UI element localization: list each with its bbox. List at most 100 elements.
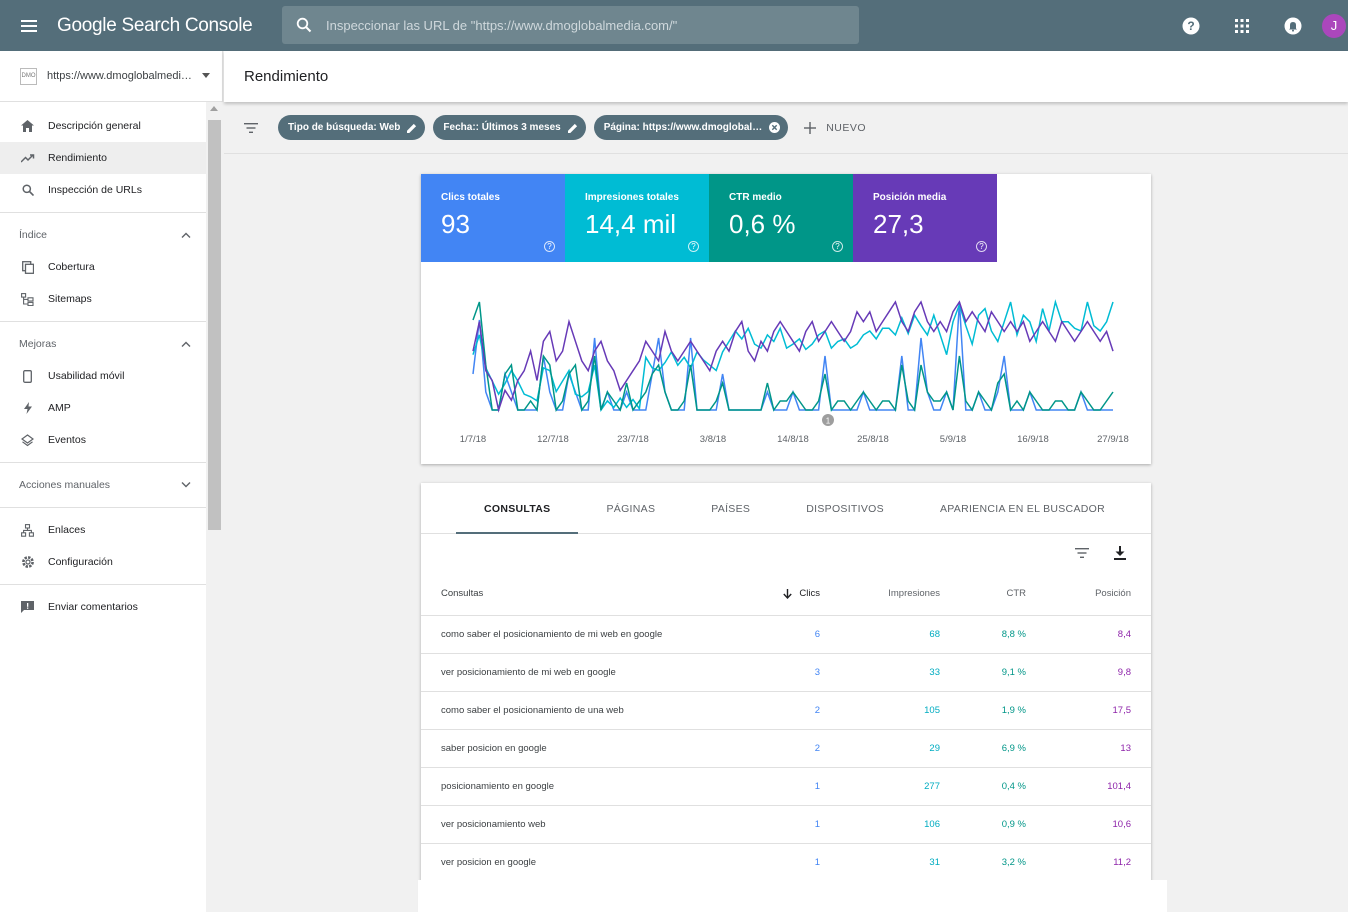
tab-pages[interactable]: PÁGINAS [606,502,656,515]
queries-table-card: CONSULTAS PÁGINAS PAÍSES DISPOSITIVOS AP… [421,483,1151,912]
section-manual-actions-toggle[interactable]: Acciones manuales [0,469,206,501]
section-label: Mejoras [19,338,57,350]
tab-devices[interactable]: DISPOSITIVOS [806,502,884,515]
sidebar-item-overview[interactable]: Descripción general [0,110,206,142]
clicks-cell: 2 [814,705,820,716]
filter-icon[interactable] [244,122,258,133]
download-icon [1114,546,1126,560]
sidebar-item-coverage[interactable]: Cobertura [0,251,206,283]
tab-countries[interactable]: PAÍSES [711,502,751,515]
sidebar-item-links[interactable]: Enlaces [0,514,206,546]
ctr-cell: 3,2 % [1001,857,1026,868]
sidebar-scrollbar[interactable] [206,102,223,912]
url-inspect-search[interactable] [282,6,859,44]
sidebar-item-sitemaps[interactable]: Sitemaps [0,283,206,315]
chart-annotation-marker[interactable]: 1 [822,414,834,426]
clicks-cell: 6 [814,629,820,640]
x-tick-label: 27/9/18 [1097,434,1129,445]
app-logo[interactable]: Google Search Console [57,14,253,36]
section-improvements-toggle[interactable]: Mejoras [0,328,206,360]
table-filter-button[interactable] [1069,540,1095,566]
query-cell: como saber el posicionamiento de una web [441,705,624,716]
sidebar-item-feedback[interactable]: Enviar comentarios [0,591,206,623]
impressions-cell: 29 [929,743,940,754]
apps-grid-icon [1235,18,1249,33]
new-filter-button[interactable]: NUEVO [804,121,866,134]
tab-search-appearance[interactable]: APARIENCIA EN EL BUSCADOR [939,502,1105,515]
section-index-toggle[interactable]: Índice [0,219,206,251]
filter-chip-date[interactable]: Fecha:: Últimos 3 meses [433,115,586,140]
position-cell: 9,8 [1117,667,1131,678]
url-inspect-input[interactable] [326,17,846,33]
help-button[interactable]: ? [1174,9,1208,43]
property-selector[interactable]: DMO https://www.dmoglobalmedi… [0,51,222,102]
table-row[interactable]: saber posicion en google 2 29 6,9 % 13 [421,730,1151,768]
column-header-ctr[interactable]: CTR [1006,588,1026,599]
metric-total-impressions[interactable]: Impresiones totales 14,4 mil ? [565,174,709,262]
metric-avg-ctr[interactable]: CTR medio 0,6 % ? [709,174,853,262]
table-row[interactable]: ver posicion en google 1 31 3,2 % 11,2 [421,844,1151,882]
column-header-impressions[interactable]: Impresiones [888,588,940,599]
performance-chart[interactable]: 1 1/7/18 12/7/18 23/7/18 3/8/18 14/8/18 25/8/1… [421,262,1151,464]
query-cell: ver posicionamiento web [441,819,546,830]
table-row[interactable]: posicionamiento en google 1 277 0,4 % 10… [421,768,1151,806]
help-icon[interactable]: ? [688,241,699,252]
hamburger-icon [20,19,37,32]
performance-chart-svg: 1 1/7/18 12/7/18 23/7/18 3/8/18 14/8/18 25/8/1… [460,299,1129,445]
sidebar: DMO https://www.dmoglobalmedi… Descripci… [0,51,223,912]
filter-chip-page[interactable]: Página: https://www.dmoglobal… [593,115,789,140]
impressions-cell: 68 [929,629,940,640]
help-icon[interactable]: ? [832,241,843,252]
apps-button[interactable] [1225,9,1259,43]
table-row[interactable]: como saber el posicionamiento de mi web … [421,616,1151,654]
sidebar-item-events[interactable]: Eventos [0,424,206,456]
position-cell: 10,6 [1112,819,1132,830]
sidebar-item-mobile-usability[interactable]: Usabilidad móvil [0,360,206,392]
sidebar-item-label: Enviar comentarios [48,601,138,613]
series-line [472,300,1114,413]
column-header-position[interactable]: Posición [1095,588,1131,599]
table-row[interactable]: ver posicionamiento de mi web en google … [421,654,1151,692]
table-row[interactable]: como saber el posicionamiento de una web… [421,692,1151,730]
scrollbar-thumb[interactable] [208,120,221,530]
edit-pencil-icon[interactable] [407,123,417,133]
sidebar-item-url-inspection[interactable]: Inspección de URLs [0,174,206,206]
column-header-clicks[interactable]: Clics [726,588,820,599]
sidebar-item-settings[interactable]: Configuración [0,546,206,578]
impressions-cell: 277 [924,781,940,792]
layers-icon [20,433,35,448]
x-tick-label: 3/8/18 [700,434,726,445]
menu-button[interactable] [0,0,57,51]
sidebar-item-label: Configuración [48,556,113,568]
clicks-cell: 2 [814,743,820,754]
metric-total-clicks[interactable]: Clics totales 93 ? [421,174,565,262]
metric-tiles: Clics totales 93 ? Impresiones totales 1… [421,174,1151,262]
scroll-up-arrow-icon[interactable] [210,106,218,111]
ctr-cell: 6,9 % [1001,743,1026,754]
divider [0,584,206,585]
sidebar-item-performance[interactable]: Rendimiento [0,142,206,174]
series-line [472,301,1113,411]
download-button[interactable] [1107,540,1133,566]
metric-label: CTR medio [729,192,782,203]
sort-arrow-down-icon [783,588,793,599]
close-icon[interactable] [769,122,781,133]
search-icon [20,183,35,198]
sidebar-item-amp[interactable]: AMP [0,392,206,424]
series-line [472,301,1114,413]
help-icon[interactable]: ? [544,241,555,252]
metric-avg-position[interactable]: Posición media 27,3 ? [853,174,997,262]
query-cell: posicionamiento en google [441,781,555,792]
table-row[interactable]: ver posicionamiento web 1 106 0,9 % 10,6 [421,806,1151,844]
section-label: Índice [19,229,48,241]
account-avatar[interactable]: J [1322,13,1346,38]
notifications-button[interactable] [1276,9,1310,43]
x-tick-label: 23/7/18 [617,434,649,445]
impressions-cell: 106 [924,819,940,830]
clicks-cell: 1 [814,857,820,868]
tab-queries[interactable]: CONSULTAS [456,483,579,534]
help-icon[interactable]: ? [976,241,987,252]
column-header-queries[interactable]: Consultas [441,588,484,599]
filter-chip-search-type[interactable]: Tipo de búsqueda: Web [278,115,426,140]
edit-pencil-icon[interactable] [567,123,578,133]
